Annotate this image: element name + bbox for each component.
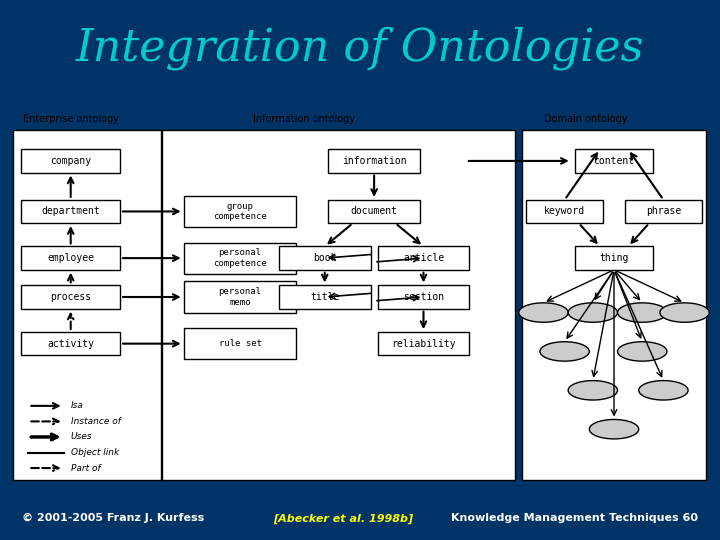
Text: Information ontology: Information ontology	[253, 114, 354, 124]
FancyBboxPatch shape	[22, 149, 120, 173]
Ellipse shape	[639, 381, 688, 400]
Ellipse shape	[618, 342, 667, 361]
FancyBboxPatch shape	[184, 196, 297, 227]
Text: Enterprise ontology: Enterprise ontology	[23, 114, 119, 124]
Text: company: company	[50, 156, 91, 166]
Ellipse shape	[518, 303, 568, 322]
FancyBboxPatch shape	[377, 285, 469, 309]
Text: Instance of: Instance of	[71, 417, 120, 426]
FancyBboxPatch shape	[377, 332, 469, 355]
Text: Isa: Isa	[71, 401, 84, 410]
Text: [Abecker et al. 1998b]: [Abecker et al. 1998b]	[274, 513, 414, 524]
Text: information: information	[342, 156, 406, 166]
FancyBboxPatch shape	[328, 149, 420, 173]
FancyBboxPatch shape	[526, 200, 603, 223]
Text: activity: activity	[48, 339, 94, 349]
Text: department: department	[41, 206, 100, 217]
FancyBboxPatch shape	[279, 285, 371, 309]
Text: process: process	[50, 292, 91, 302]
FancyBboxPatch shape	[575, 246, 653, 270]
FancyBboxPatch shape	[22, 285, 120, 309]
Ellipse shape	[589, 420, 639, 439]
FancyBboxPatch shape	[163, 130, 516, 480]
Text: Part of: Part of	[71, 463, 100, 472]
Ellipse shape	[568, 303, 618, 322]
Text: phrase: phrase	[646, 206, 681, 217]
Text: section: section	[403, 292, 444, 302]
Text: personal
competence: personal competence	[213, 248, 267, 268]
Text: Domain ontology: Domain ontology	[544, 114, 628, 124]
FancyBboxPatch shape	[184, 281, 297, 313]
Text: title: title	[310, 292, 339, 302]
FancyBboxPatch shape	[328, 200, 420, 223]
Text: group
competence: group competence	[213, 202, 267, 221]
Text: document: document	[351, 206, 397, 217]
Text: content: content	[593, 156, 634, 166]
FancyBboxPatch shape	[575, 149, 653, 173]
Text: personal
memo: personal memo	[219, 287, 261, 307]
FancyBboxPatch shape	[184, 328, 297, 359]
FancyBboxPatch shape	[184, 242, 297, 274]
Text: Knowledge Management Techniques 60: Knowledge Management Techniques 60	[451, 514, 698, 523]
FancyBboxPatch shape	[377, 246, 469, 270]
Text: thing: thing	[599, 253, 629, 263]
Text: book: book	[313, 253, 336, 263]
FancyBboxPatch shape	[22, 332, 120, 355]
Text: reliability: reliability	[391, 339, 456, 349]
FancyBboxPatch shape	[13, 130, 161, 480]
Text: © 2001-2005 Franz J. Kurfess: © 2001-2005 Franz J. Kurfess	[22, 514, 204, 523]
Text: Object link: Object link	[71, 448, 119, 457]
FancyBboxPatch shape	[625, 200, 702, 223]
FancyBboxPatch shape	[22, 246, 120, 270]
FancyBboxPatch shape	[22, 200, 120, 223]
Ellipse shape	[660, 303, 709, 322]
FancyBboxPatch shape	[279, 246, 371, 270]
Ellipse shape	[618, 303, 667, 322]
Text: article: article	[403, 253, 444, 263]
Ellipse shape	[568, 381, 618, 400]
Ellipse shape	[540, 342, 590, 361]
FancyBboxPatch shape	[522, 130, 706, 480]
Text: employee: employee	[48, 253, 94, 263]
Text: keyword: keyword	[544, 206, 585, 217]
Text: Uses: Uses	[71, 433, 92, 442]
Text: rule set: rule set	[219, 339, 261, 348]
Text: Integration of Ontologies: Integration of Ontologies	[76, 27, 644, 70]
